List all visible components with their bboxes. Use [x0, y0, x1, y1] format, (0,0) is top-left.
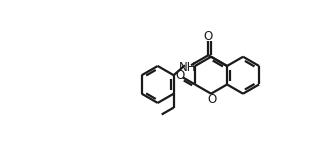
Text: NH: NH — [178, 61, 196, 74]
Text: O: O — [207, 93, 217, 106]
Text: O: O — [204, 30, 213, 43]
Text: O: O — [175, 69, 184, 82]
